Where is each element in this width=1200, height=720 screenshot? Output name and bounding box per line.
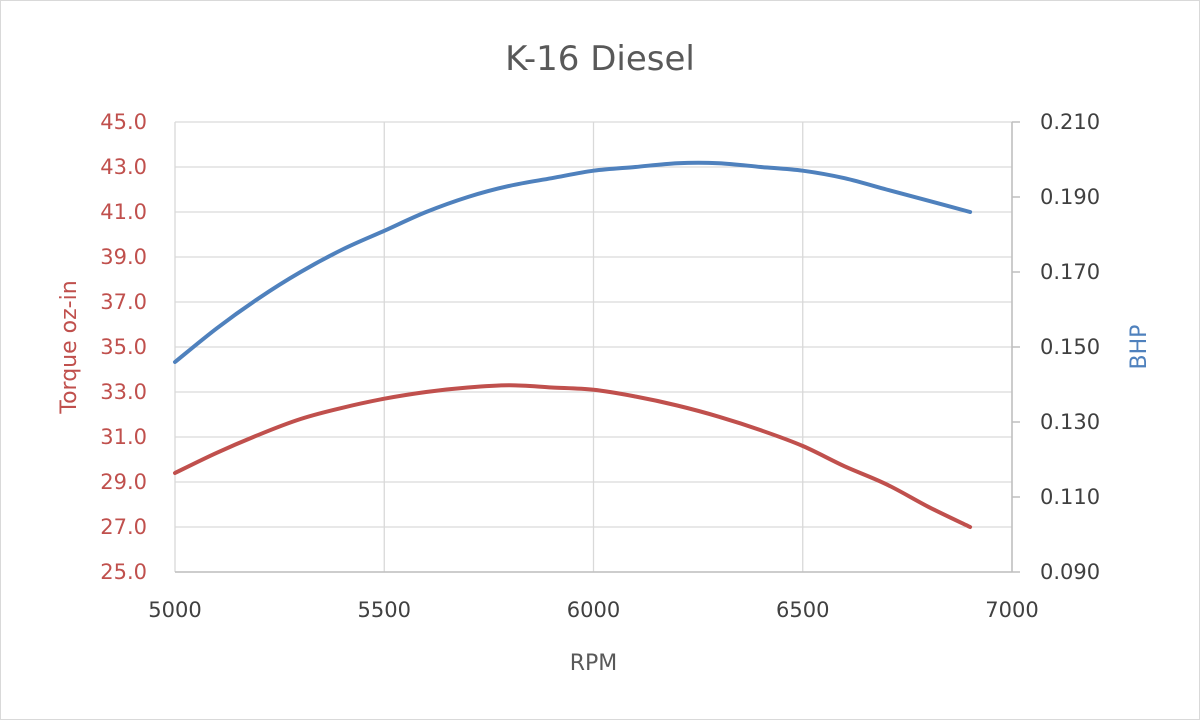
y-right-axis-title: BHP [1127, 325, 1152, 370]
y-right-tick-label: 0.110 [1040, 485, 1100, 509]
y-right-tick-label: 0.190 [1040, 185, 1100, 209]
y-left-tick-label: 25.0 [100, 560, 147, 584]
y-left-tick-label: 31.0 [100, 425, 147, 449]
chart-title: K-16 Diesel [505, 39, 695, 79]
x-axis-title: RPM [570, 651, 618, 676]
x-tick-label: 6500 [776, 598, 829, 622]
x-tick-label: 5500 [358, 598, 411, 622]
y-left-axis-title: Torque oz-in [57, 280, 82, 414]
series-line-bhp [173, 160, 973, 364]
y-left-tick-label: 43.0 [100, 155, 147, 179]
y-left-tick-label: 37.0 [100, 290, 147, 314]
y-left-tick-label: 33.0 [100, 380, 147, 404]
y-left-tick-label: 35.0 [100, 335, 147, 359]
y-left-tick-label: 41.0 [100, 200, 147, 224]
y-right-tick-label: 0.130 [1040, 410, 1100, 434]
y-right-tick-label: 0.210 [1040, 110, 1100, 134]
y-left-tick-label: 29.0 [100, 470, 147, 494]
y-right-tick-label: 0.150 [1040, 335, 1100, 359]
series-line-torque [173, 383, 973, 529]
y-left-tick-label: 45.0 [100, 110, 147, 134]
y-right-tick-label: 0.170 [1040, 260, 1100, 284]
y-left-tick-label: 39.0 [100, 245, 147, 269]
x-tick-label: 5000 [148, 598, 201, 622]
y-right-tick-label: 0.090 [1040, 560, 1100, 584]
y-left-tick-label: 27.0 [100, 515, 147, 539]
x-tick-label: 7000 [985, 598, 1038, 622]
x-tick-label: 6000 [567, 598, 620, 622]
